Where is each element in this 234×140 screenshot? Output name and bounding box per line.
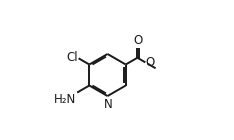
Text: H₂N: H₂N bbox=[54, 93, 76, 106]
Text: N: N bbox=[103, 98, 112, 111]
Text: O: O bbox=[146, 56, 155, 69]
Text: Cl: Cl bbox=[66, 51, 77, 64]
Text: O: O bbox=[133, 34, 143, 47]
